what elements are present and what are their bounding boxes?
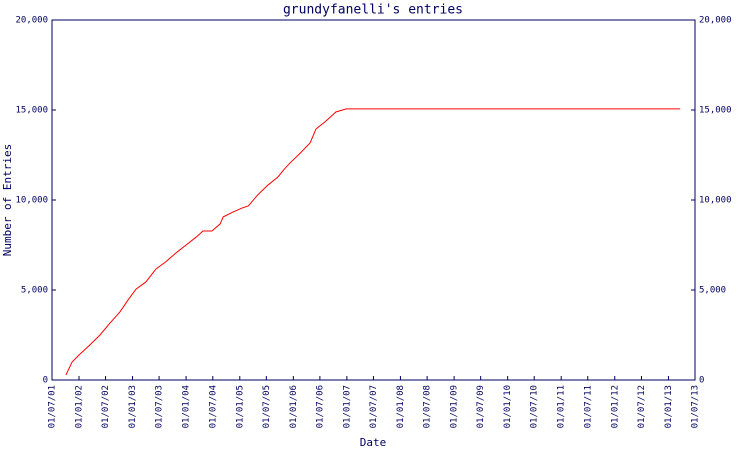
x-tick-label: 01/07/10 xyxy=(530,385,540,428)
y2-tick-label: 10,000 xyxy=(699,196,732,206)
x-tick-label: 01/01/10 xyxy=(503,385,513,428)
y2-tick-label: 0 xyxy=(699,376,704,386)
x-tick-label: 01/07/02 xyxy=(101,385,111,428)
x-tick-label: 01/07/06 xyxy=(315,385,325,428)
x-tick-label: 01/01/08 xyxy=(396,385,406,428)
y-tick-label: 20,000 xyxy=(15,16,48,26)
x-tick-label: 01/01/02 xyxy=(74,385,84,428)
y2-tick-label: 15,000 xyxy=(699,106,732,116)
x-tick-label: 01/01/13 xyxy=(664,385,674,428)
x-tick-label: 01/01/05 xyxy=(235,385,245,428)
data-line xyxy=(65,108,681,376)
x-tick-label: 01/01/07 xyxy=(342,385,352,428)
x-tick-label: 01/07/07 xyxy=(369,385,379,428)
x-tick-label: 01/01/04 xyxy=(182,385,192,428)
x-tick-label: 01/07/04 xyxy=(208,385,218,428)
x-tick-label: 01/07/12 xyxy=(637,385,647,428)
y-axis-title: Number of Entries xyxy=(1,144,14,257)
x-tick-label: 01/01/09 xyxy=(450,385,460,428)
x-tick-label: 01/07/13 xyxy=(691,385,701,428)
x-tick-label: 01/07/01 xyxy=(48,385,58,428)
y2-tick-label: 20,000 xyxy=(699,16,732,26)
y-tick-label: 15,000 xyxy=(15,106,48,116)
x-tick-label: 01/01/06 xyxy=(289,385,299,428)
x-tick-label: 01/07/05 xyxy=(262,385,272,428)
x-tick-label: 01/01/03 xyxy=(128,385,138,428)
x-tick-label: 01/01/12 xyxy=(610,385,620,428)
chart-title: grundyfanelli's entries xyxy=(283,3,463,18)
x-tick-label: 01/07/08 xyxy=(423,385,433,428)
y-tick-label: 10,000 xyxy=(15,196,48,206)
y-tick-label: 5,000 xyxy=(21,286,48,296)
x-tick-label: 01/07/11 xyxy=(583,385,593,428)
y-tick-label: 0 xyxy=(43,376,48,386)
x-tick-label: 01/01/11 xyxy=(557,385,567,428)
x-tick-label: 01/07/09 xyxy=(476,385,486,428)
y2-tick-label: 5,000 xyxy=(699,286,726,296)
x-tick-label: 01/07/03 xyxy=(155,385,165,428)
x-axis-title: Date xyxy=(360,436,387,449)
plot-frame xyxy=(51,19,696,381)
